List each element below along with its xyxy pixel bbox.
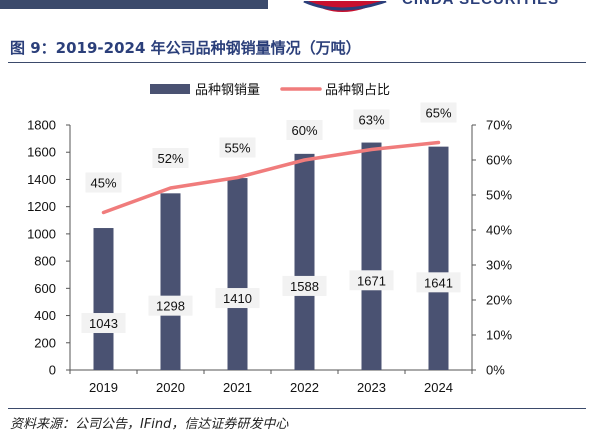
bar-label-bg [81, 313, 126, 334]
bar-value-label: 1043 [89, 316, 118, 331]
bar [294, 153, 315, 370]
bar-label-bg [148, 295, 193, 316]
y-right-tick-label: 70% [486, 118, 512, 133]
figure-title: 图 9：2019-2024 年公司品种钢销量情况（万吨） [10, 39, 361, 57]
x-tick-label: 2021 [223, 380, 252, 395]
y-right-tick-label: 60% [486, 153, 512, 168]
line-value-label: 52% [157, 151, 183, 166]
y-right-tick-label: 10% [486, 328, 512, 343]
bar [160, 193, 181, 370]
x-tick-label: 2020 [156, 380, 185, 395]
y-left-tick-label: 600 [34, 281, 56, 296]
bar-value-label: 1671 [357, 273, 386, 288]
bar-value-label: 1298 [156, 299, 185, 314]
y-right-tick-label: 40% [486, 223, 512, 238]
line-label-bg [152, 148, 189, 168]
bar [227, 178, 248, 370]
line-label-bg [85, 172, 122, 193]
y-left-tick-label: 800 [34, 254, 56, 269]
bar [93, 228, 114, 370]
bar-value-label: 1410 [223, 291, 252, 306]
bar [361, 142, 382, 370]
y-left-tick-label: 1400 [27, 172, 56, 187]
bar-label-bg [349, 270, 394, 291]
brand-name: CINDA SECURITIES [402, 0, 559, 8]
x-tick-label: 2019 [89, 380, 118, 395]
legend-label: 品种钢占比 [325, 83, 390, 98]
x-tick-label: 2023 [357, 380, 386, 395]
line-value-label: 65% [425, 106, 451, 121]
bar-series [93, 142, 449, 370]
bar-value-label: 1641 [424, 275, 453, 290]
line-label-bg [420, 102, 457, 123]
y-left-tick-label: 1000 [27, 226, 56, 241]
line-value-label: 63% [358, 113, 384, 128]
y-left-tick-label: 1200 [27, 199, 56, 214]
brand-logo-icon [300, 0, 390, 12]
title-divider [8, 62, 586, 63]
y-right-tick-label: 20% [486, 293, 512, 308]
line-series [101, 140, 441, 215]
line-label-bg [353, 109, 390, 130]
line-label-bg [219, 137, 256, 158]
data-labels: 1043 1298 1410 1588 1671 1641 45% 52% 55% 60% 63% 6… [81, 102, 461, 334]
chart-legend: 品种钢销量 品种钢占比 [150, 83, 390, 98]
y-left-tick-label: 200 [34, 335, 56, 350]
line-label-bg [286, 120, 323, 140]
line-value-label: 45% [90, 176, 116, 191]
bar-label-bg [282, 275, 327, 296]
y-left-tick-label: 1600 [27, 145, 56, 160]
chart-axes: 0 200 400 600 800 1000 1200 1400 1600 1800 0% 10% 20… [27, 118, 512, 396]
y-left-tick-label: 1800 [27, 118, 56, 133]
bar [428, 146, 449, 370]
x-tick-label: 2022 [290, 380, 319, 395]
bar-label-bg [215, 288, 260, 309]
y-right-tick-label: 50% [486, 188, 512, 203]
figure-source: 资料来源：公司公告，IFind，信达证券研发中心 [10, 417, 289, 432]
legend-swatch-bar [150, 84, 190, 94]
line-path [101, 140, 441, 215]
source-divider [8, 408, 586, 409]
y-right-tick-label: 0% [486, 363, 505, 378]
line-value-label: 60% [291, 123, 317, 138]
header-accent-bar [0, 0, 268, 9]
y-right-tick-label: 30% [486, 258, 512, 273]
y-left-tick-label: 0 [49, 363, 56, 378]
bar-label-bg [416, 272, 461, 293]
bar-value-label: 1588 [290, 279, 319, 294]
line-value-label: 55% [224, 141, 250, 156]
x-tick-label: 2024 [424, 380, 453, 395]
legend-label: 品种钢销量 [195, 83, 260, 98]
y-left-tick-label: 400 [34, 308, 56, 323]
